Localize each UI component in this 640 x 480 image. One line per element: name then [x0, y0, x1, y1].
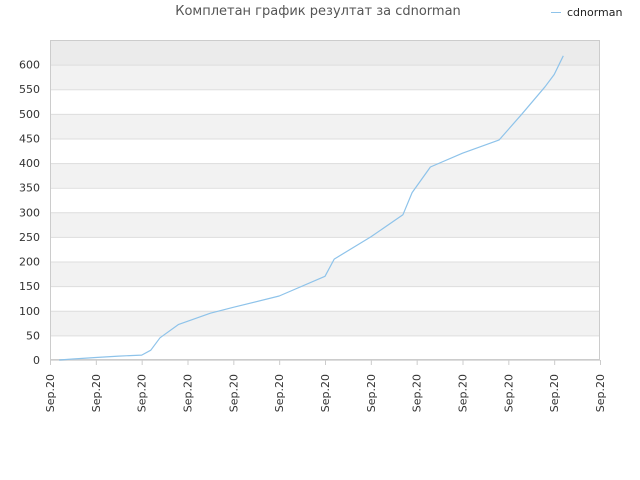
chart-title: Комплетан график резултат за cdnorman	[175, 4, 461, 19]
y-tick-label: 550	[19, 83, 40, 96]
legend-label: cdnorman	[567, 6, 623, 19]
x-tick-labels: Sep.20 Sep.20 Sep.20 Sep.20 Sep.20 Sep.20 Sep.…	[44, 374, 607, 412]
x-tick-label: Sep.20	[44, 374, 57, 412]
gridlines	[50, 64, 600, 361]
x-tick-label: Sep.20	[502, 374, 515, 412]
plot-band	[50, 335, 600, 360]
legend: cdnorman	[551, 6, 623, 19]
y-tick-label: 450	[19, 132, 40, 145]
plot-band	[50, 113, 600, 139]
y-tick-label: 300	[19, 206, 40, 219]
y-tick-label: 200	[19, 256, 40, 269]
plot-band	[50, 286, 600, 311]
x-tick-label: Sep.20	[136, 374, 149, 412]
series-layer	[59, 55, 564, 361]
x-tick-label: Sep.20	[457, 374, 470, 412]
x-tick-label: Sep.20	[548, 374, 561, 412]
series-line-cdnorman	[59, 55, 564, 361]
plot-band	[50, 138, 600, 164]
plot-band	[50, 163, 600, 188]
x-tick-label: Sep.20	[319, 374, 332, 412]
plot-border	[50, 40, 600, 360]
plot-band	[50, 212, 600, 237]
x-tick-label: Sep.20	[273, 374, 286, 412]
plot-band	[50, 64, 600, 90]
axes	[50, 40, 601, 365]
plot-band	[50, 89, 600, 114]
plot-band	[50, 187, 600, 213]
plot-band	[50, 310, 600, 336]
x-tick-label: Sep.20	[594, 374, 607, 412]
y-tick-labels: 0 50 100 150 200 250 300 350 400 450 500 550 600	[19, 59, 40, 367]
y-tick-label: 100	[19, 305, 40, 318]
y-tick-label: 150	[19, 280, 40, 293]
x-tick-label: Sep.20	[365, 374, 378, 412]
plot-band	[50, 40, 600, 65]
y-tick-label: 0	[33, 354, 40, 367]
x-tick-label: Sep.20	[90, 374, 103, 412]
plot-band	[50, 261, 600, 287]
y-tick-label: 600	[19, 59, 40, 72]
x-tick-label: Sep.20	[182, 374, 195, 412]
y-tick-label: 500	[19, 108, 40, 121]
y-tick-label: 250	[19, 231, 40, 244]
x-tick-label: Sep.20	[411, 374, 424, 412]
plot-band	[50, 236, 600, 262]
y-tick-label: 50	[26, 329, 40, 342]
plot-bands	[50, 40, 600, 360]
y-tick-label: 350	[19, 182, 40, 195]
y-tick-label: 400	[19, 157, 40, 170]
x-tick-label: Sep.20	[227, 374, 240, 412]
legend-line-swatch	[551, 12, 561, 13]
